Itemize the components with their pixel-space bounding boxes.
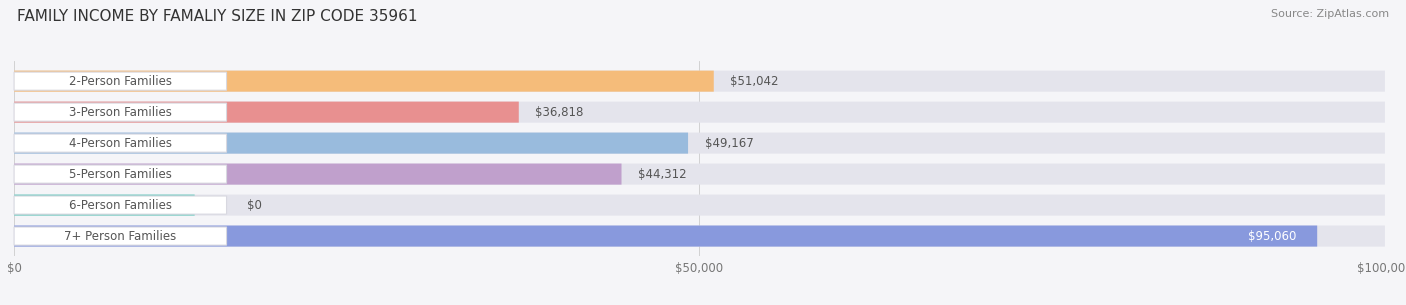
FancyBboxPatch shape: [14, 196, 226, 214]
Text: $49,167: $49,167: [704, 137, 754, 150]
FancyBboxPatch shape: [14, 163, 1385, 185]
FancyBboxPatch shape: [14, 72, 226, 90]
FancyBboxPatch shape: [14, 165, 226, 183]
FancyBboxPatch shape: [14, 225, 1385, 247]
FancyBboxPatch shape: [14, 195, 194, 216]
FancyBboxPatch shape: [14, 70, 714, 92]
Text: 7+ Person Families: 7+ Person Families: [65, 230, 176, 242]
FancyBboxPatch shape: [14, 103, 226, 121]
FancyBboxPatch shape: [14, 133, 688, 154]
FancyBboxPatch shape: [14, 133, 1385, 154]
Text: $36,818: $36,818: [536, 106, 583, 119]
Text: $0: $0: [247, 199, 262, 212]
Text: 4-Person Families: 4-Person Families: [69, 137, 172, 150]
FancyBboxPatch shape: [14, 70, 1385, 92]
FancyBboxPatch shape: [14, 227, 226, 245]
Text: $51,042: $51,042: [730, 75, 779, 88]
Text: 5-Person Families: 5-Person Families: [69, 167, 172, 181]
Text: 2-Person Families: 2-Person Families: [69, 75, 172, 88]
Text: 3-Person Families: 3-Person Families: [69, 106, 172, 119]
FancyBboxPatch shape: [14, 163, 621, 185]
FancyBboxPatch shape: [14, 102, 1385, 123]
Text: 6-Person Families: 6-Person Families: [69, 199, 172, 212]
Text: FAMILY INCOME BY FAMALIY SIZE IN ZIP CODE 35961: FAMILY INCOME BY FAMALIY SIZE IN ZIP COD…: [17, 9, 418, 24]
Text: $95,060: $95,060: [1249, 230, 1296, 242]
Text: $44,312: $44,312: [638, 167, 686, 181]
FancyBboxPatch shape: [14, 134, 226, 152]
FancyBboxPatch shape: [14, 195, 1385, 216]
FancyBboxPatch shape: [14, 225, 1317, 247]
Text: Source: ZipAtlas.com: Source: ZipAtlas.com: [1271, 9, 1389, 19]
FancyBboxPatch shape: [14, 102, 519, 123]
